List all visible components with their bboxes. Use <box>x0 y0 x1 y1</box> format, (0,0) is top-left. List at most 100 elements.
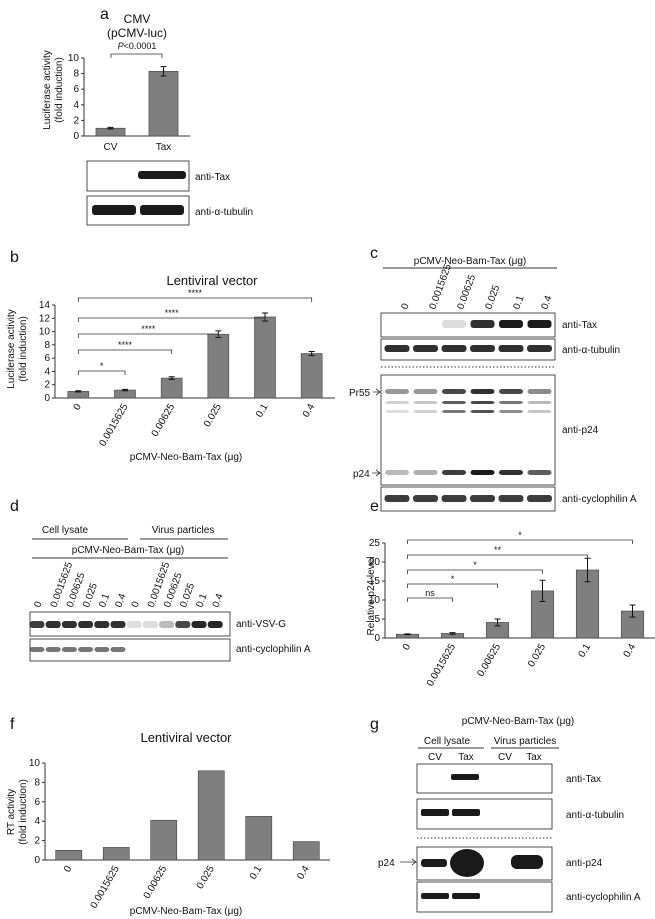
band-g-tub-cv <box>421 809 449 816</box>
e-xtick-label: 0 <box>401 642 414 653</box>
a-xtick-label: Tax <box>156 142 172 153</box>
b-sig-bracket-4 <box>77 297 313 302</box>
b-xtick-label: 0.00625 <box>150 402 178 439</box>
blot-c-tub-band-4 <box>498 345 524 352</box>
f-ytick-label: 0 <box>34 855 40 866</box>
panel-label-e: e <box>370 498 379 515</box>
blot-c-p24mid-band-3 <box>470 401 495 404</box>
marker-p24-c-arrow <box>372 469 381 477</box>
f-xtick-label: 0.1 <box>248 864 265 882</box>
a-ytick-label: 0 <box>73 131 79 142</box>
band-g-p24-virus-tax <box>511 855 543 869</box>
blot-c-cyc-band-2 <box>441 495 467 502</box>
b-sig-label-2: **** <box>141 324 156 334</box>
chart-a-subtitle: (pCMV-luc) <box>107 26 167 40</box>
band-g-tax-cell <box>451 774 479 780</box>
blot-c-p24mid2-band-3 <box>470 410 495 413</box>
blot-c-cyclophilin <box>380 486 556 512</box>
blot-g-lane-label: CV <box>498 752 512 763</box>
blot-c-label-tax: anti-Tax <box>562 320 597 331</box>
blot-d-vsvg-band-0 <box>29 621 45 628</box>
blot-c-p24mid2-band-5 <box>527 410 552 413</box>
blot-c-pr55-band-0 <box>385 389 409 394</box>
panel-label-d: d <box>10 498 19 515</box>
marker-p24-g: p24 <box>378 858 395 869</box>
b-errorbar-5 <box>308 351 315 356</box>
blot-c-tax <box>380 312 556 338</box>
a-errorbar-0 <box>107 126 114 130</box>
e-ytick-label: 20 <box>369 557 381 568</box>
b-xtick-label: 0.0015625 <box>97 402 130 449</box>
b-bar-5 <box>300 353 323 399</box>
blot-c-p24 <box>380 374 556 486</box>
blot-c-p24mid2-band-2 <box>442 410 466 413</box>
chart-b-ylabel2: (fold induction) <box>18 316 29 382</box>
f-bar-4 <box>245 816 273 861</box>
e-sig-bracket-1 <box>407 583 498 588</box>
panel-f: f Lentiviral vector 0 2 4 6 8 10 0 0.0015625 0.0… <box>6 716 330 917</box>
band-g-cyc-cv <box>421 893 449 899</box>
e-xtick-label: 0.4 <box>622 642 639 660</box>
blot-c-label-tubulin: anti-α-tubulin <box>562 345 620 356</box>
blot-c-p24mid-band-2 <box>442 401 466 404</box>
b-sig-label-1: **** <box>118 340 133 350</box>
blot-d-vsvg-band-5 <box>110 621 126 628</box>
blot-d-group-cell: Cell lysate <box>42 525 89 536</box>
blot-c-p24mid-band-1 <box>413 401 438 404</box>
panel-a: a CMV (pCMV-luc) 0 2 4 6 8 10 CV Tax Luciferase… <box>42 6 253 226</box>
blot-c-p24mid2-band-0 <box>385 410 409 413</box>
blot-c-pr55-band-2 <box>442 389 466 394</box>
blot-c-label-cyclophilin: anti-cyclophilin A <box>562 494 637 505</box>
blot-d-lane-label: 0.1 <box>97 592 112 609</box>
blot-d-group-virus: Virus particles <box>152 525 215 536</box>
chart-f-title: Lentiviral vector <box>140 730 232 745</box>
blot-c-tub-band-0 <box>384 345 410 352</box>
f-bar-3 <box>197 770 225 861</box>
blot-c-tub-band-2 <box>441 345 467 352</box>
panel-label-c: c <box>370 245 378 262</box>
e-sig-label-4: * <box>518 530 522 540</box>
blot-c-p24-band-3 <box>470 470 495 475</box>
blot-c-pr55-band-5 <box>527 389 552 394</box>
blot-d-lane-label: 0.4 <box>211 592 226 609</box>
blot-d-label-cyclophilin: anti-cyclophilin A <box>236 644 311 655</box>
b-ytick-label: 8 <box>44 340 50 351</box>
b-errorbar-1 <box>122 388 128 392</box>
f-xtick-label: 0.00625 <box>142 864 170 901</box>
e-errorbar-0 <box>404 633 411 636</box>
b-xtick-label: 0 <box>72 402 85 413</box>
blot-c-tax-band-2 <box>442 320 466 328</box>
marker-pr55: Pr55 <box>349 388 371 399</box>
b-sig-label-4: **** <box>188 288 203 298</box>
blot-d-cyc-band-2 <box>61 647 77 652</box>
e-sig-bracket-2 <box>407 569 543 574</box>
b-xtick-label: 0.1 <box>254 402 271 420</box>
blot-d-vsvg-band-9 <box>175 621 191 628</box>
marker-pr55-arrow <box>373 388 381 396</box>
e-sig-bracket-3 <box>407 554 588 559</box>
chart-f-xlabel: pCMV-Neo-Bam-Tax (μg) <box>130 906 242 917</box>
b-sig-bracket-3 <box>77 317 266 322</box>
blot-a-label-tax: anti-Tax <box>195 172 230 183</box>
e-sig-label-1: * <box>451 574 455 584</box>
panel-label-a: a <box>100 6 109 23</box>
b-sig-label-0: * <box>100 361 104 371</box>
blot-d-cyc-band-0 <box>29 647 45 652</box>
blot-a-label-tubulin: anti-α-tubulin <box>195 207 253 218</box>
f-xtick-label: 0 <box>62 864 75 875</box>
blot-c-p24-band-4 <box>499 470 523 475</box>
blot-c-tub-band-3 <box>470 345 495 352</box>
band-a-tax <box>138 171 186 179</box>
e-errorbar-2 <box>494 618 501 627</box>
blot-d-lane-label: 0.1 <box>194 592 209 609</box>
blot-c-cyc-band-0 <box>384 495 410 502</box>
b-bar-3 <box>207 333 230 399</box>
a-ytick-label: 4 <box>73 100 79 111</box>
f-bar-1 <box>102 847 130 861</box>
blot-c-cyc-band-5 <box>527 495 552 502</box>
blot-g-group-virus: Virus particles <box>494 736 557 747</box>
b-ytick-label: 2 <box>44 380 50 391</box>
f-bar-5 <box>292 841 320 861</box>
blot-g-lane-label: Tax <box>526 752 542 763</box>
chart-a-title: CMV <box>124 12 151 26</box>
